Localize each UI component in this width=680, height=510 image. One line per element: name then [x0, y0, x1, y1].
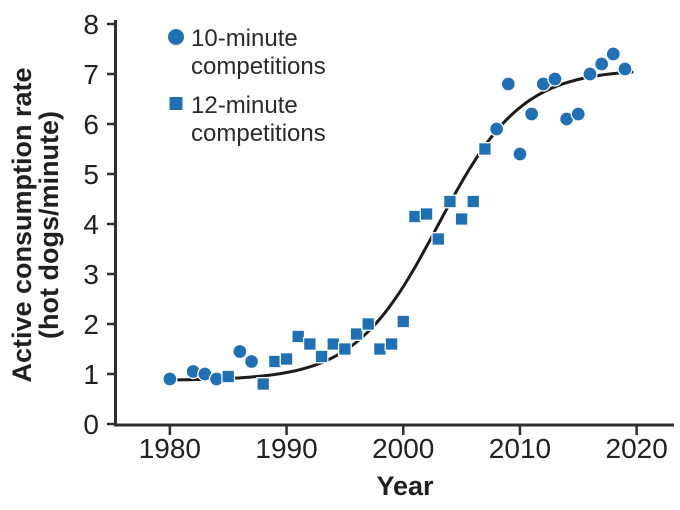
legend-label-10min-line1: 10-minute [191, 25, 298, 52]
point-10-minute-competitions-1987 [243, 353, 260, 370]
point-12-minute-competitions-2007 [477, 142, 492, 156]
legend-square-icon [169, 97, 183, 110]
axis-titles: Year Active consumption rate (hot dogs/m… [7, 67, 434, 501]
point-12-minute-competitions-2005 [454, 212, 469, 226]
point-10-minute-competitions-1986 [232, 343, 248, 360]
x-axis-title: Year [376, 471, 434, 501]
point-12-minute-competitions-1996 [349, 327, 364, 341]
y-tick-label-1: 1 [83, 359, 99, 390]
y-tick-label-2: 2 [83, 309, 99, 340]
point-12-minute-competitions-1999 [384, 337, 399, 351]
point-10-minute-competitions-1980 [162, 371, 178, 387]
point-12-minute-competitions-1994 [326, 337, 341, 351]
x-tick-label-2000: 2000 [372, 433, 434, 464]
y-axis-title-line1: Active consumption rate [7, 67, 37, 382]
point-12-minute-competitions-1992 [302, 337, 317, 351]
y-tick-label-6: 6 [83, 109, 99, 140]
point-12-minute-competitions-2003 [431, 232, 446, 246]
legend-label-12min-line2: competitions [191, 120, 326, 147]
y-axis-title-line2: (hot dogs/minute) [34, 111, 64, 339]
y-tick-label-5: 5 [83, 159, 99, 190]
x-tick-label-2010: 2010 [489, 433, 551, 464]
point-12-minute-competitions-1998 [372, 342, 387, 356]
point-10-minute-competitions-2010 [512, 146, 528, 162]
point-10-minute-competitions-2016 [582, 66, 598, 82]
point-12-minute-competitions-1993 [314, 349, 329, 364]
plot-area [162, 46, 634, 391]
y-tick-label-4: 4 [83, 209, 99, 240]
point-10-minute-competitions-2009 [500, 76, 516, 92]
point-12-minute-competitions-2002 [419, 207, 434, 221]
point-10-minute-competitions-2015 [570, 106, 586, 122]
point-12-minute-competitions-1995 [337, 342, 352, 356]
point-10-minute-competitions-2019 [617, 61, 633, 77]
x-tick-label-1990: 1990 [255, 433, 317, 464]
x-tick-label-2020: 2020 [606, 433, 668, 464]
point-12-minute-competitions-2004 [442, 194, 457, 209]
point-12-minute-competitions-1991 [291, 329, 306, 344]
point-10-minute-competitions-2011 [523, 106, 540, 122]
point-12-minute-competitions-1989 [267, 354, 282, 369]
point-10-minute-competitions-2008 [488, 121, 505, 137]
point-12-minute-competitions-1990 [279, 352, 294, 366]
trend-curve [163, 70, 634, 382]
axes: 1980 1990 2000 2010 2020 0 1 2 3 4 5 6 7 8 [83, 9, 674, 464]
y-tick-label-7: 7 [83, 59, 99, 90]
point-12-minute-competitions-2001 [407, 209, 422, 224]
point-12-minute-competitions-1988 [256, 377, 271, 391]
y-tick-label-8: 8 [83, 9, 99, 40]
legend-label-12min-line1: 12-minute [191, 92, 298, 119]
point-10-minute-competitions-2018 [605, 46, 621, 62]
point-12-minute-competitions-1997 [361, 317, 376, 331]
point-10-minute-competitions-2013 [547, 71, 563, 87]
point-12-minute-competitions-2000 [396, 314, 411, 329]
x-tick-label-1980: 1980 [139, 433, 201, 464]
legend-label-10min-line2: competitions [191, 53, 326, 80]
y-tick-label-3: 3 [83, 259, 99, 290]
point-12-minute-competitions-1985 [221, 369, 236, 384]
y-tick-label-0: 0 [83, 409, 99, 440]
point-12-minute-competitions-2006 [466, 194, 481, 209]
legend: 10-minute competitions 12-minute competi… [168, 25, 326, 147]
point-10-minute-competitions-2017 [593, 56, 610, 72]
legend-circle-icon [168, 29, 184, 45]
